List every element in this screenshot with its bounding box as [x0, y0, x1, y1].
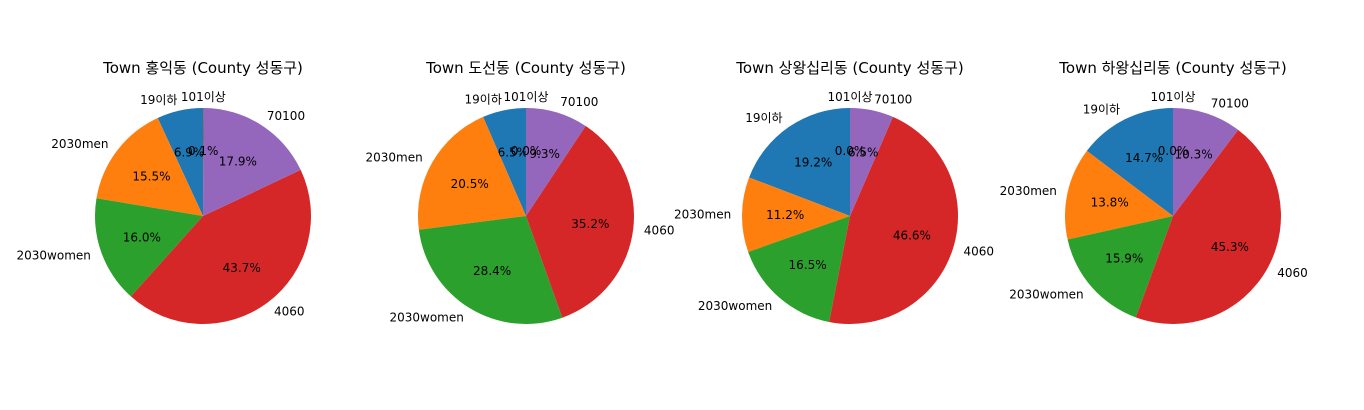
pie-pct-label: 43.7%	[223, 261, 261, 275]
chart-title: Town 상왕십리동 (County 성동구)	[735, 59, 963, 77]
pie-pct-label: 9.3%	[529, 147, 560, 161]
pie-pct-label: 35.2%	[571, 217, 609, 231]
pie-category-label: 2030women	[389, 310, 463, 324]
pie-category-label: 19이하	[465, 93, 502, 107]
pie-pct-label: 11.2%	[766, 208, 804, 222]
pie-pct-label: 13.8%	[1091, 195, 1129, 209]
pie-chart-2: Town 도선동 (County 성동구) 6.5% 19이하 20.5% 2030me…	[366, 59, 675, 324]
pie-slice-4060	[829, 116, 959, 325]
pie-slice-2030men	[742, 177, 850, 252]
chart-title: Town 하왕십리동 (County 성동구)	[1058, 59, 1286, 77]
pie-category-label: 4060	[1277, 266, 1308, 280]
pie-pct-label: 19.2%	[794, 156, 832, 170]
pie-slice-19이하	[157, 108, 203, 216]
pie-slice-19이하	[1086, 108, 1173, 216]
pie-category-label: 2030men	[674, 208, 731, 222]
pie-pct-label: 14.7%	[1125, 151, 1163, 165]
pie-pct-label: 6.5%	[848, 146, 879, 160]
pie-pct-label: 10.3%	[1175, 148, 1213, 162]
pie-category-label: 70100	[874, 93, 912, 107]
pie-category-label: 4060	[274, 304, 305, 318]
pie-pct-label: 46.6%	[893, 228, 931, 242]
pie-slice-19이하	[749, 108, 850, 216]
pie-pct-label: 0.0%	[511, 144, 542, 158]
pie-category-label: 70100	[267, 109, 305, 123]
pie-slice-2030men	[417, 116, 526, 230]
pie-pct-label: 20.5%	[451, 177, 489, 191]
pie-pct-label: 28.4%	[473, 264, 511, 278]
pie-category-label: 101이상	[181, 90, 226, 104]
pie-category-label: 2030men	[51, 137, 108, 151]
pie-slice-70100	[1173, 108, 1239, 216]
pie-slice-4060	[1135, 129, 1281, 324]
pie-category-label: 19이하	[1083, 103, 1120, 117]
pie-slice-70100	[850, 108, 893, 216]
pie-chart-4: Town 하왕십리동 (County 성동구) 14.7% 19이하 13.8% 203…	[1000, 59, 1308, 324]
pie-pct-label: 16.0%	[123, 230, 161, 244]
pie-pct-label: 16.5%	[789, 258, 827, 272]
pie-category-label: 4060	[963, 244, 994, 258]
pie-slice-70100	[526, 108, 586, 216]
pie-slice-2030men	[96, 117, 203, 216]
pie-slice-2030women	[1067, 216, 1173, 318]
pie-category-label: 4060	[644, 223, 675, 237]
pie-category-label: 101이상	[504, 90, 549, 104]
pie-chart-3: Town 상왕십리동 (County 성동구) 19.2% 19이하 11.2% 203…	[674, 59, 994, 325]
pie-pct-label: 6.9%	[174, 146, 205, 160]
pie-category-label: 70100	[1211, 96, 1249, 110]
pie-category-label: 2030men	[1000, 184, 1057, 198]
pie-category-label: 2030women	[17, 248, 91, 262]
pie-pct-label: 0.0%	[1158, 144, 1189, 158]
pie-pct-label: 15.9%	[1105, 252, 1143, 266]
pie-category-label: 101이상	[1151, 90, 1196, 104]
pie-slice-70100	[203, 108, 301, 216]
pie-pct-label: 6.5%	[498, 146, 529, 160]
pie-slice-4060	[526, 125, 635, 318]
pie-category-label: 2030men	[366, 150, 423, 164]
pie-slice-2030women	[94, 198, 203, 297]
pie-pct-label: 45.3%	[1211, 240, 1249, 254]
pie-category-label: 70100	[560, 95, 598, 109]
pie-category-label: 101이상	[828, 90, 873, 104]
chart-title: Town 도선동 (County 성동구)	[425, 59, 626, 77]
pie-slice-2030women	[748, 216, 850, 322]
pie-category-label: 2030women	[1009, 287, 1083, 301]
pie-slice-19이하	[483, 108, 526, 216]
pie-pct-label: 17.9%	[219, 154, 257, 168]
pie-slice-2030women	[418, 216, 563, 325]
pie-category-label: 19이하	[745, 111, 782, 125]
pie-pct-label: 15.5%	[132, 170, 170, 184]
pie-category-label: 2030women	[698, 299, 772, 313]
pie-category-label: 19이하	[140, 93, 177, 107]
pie-slice-101이상	[203, 107, 204, 216]
pie-pct-label: 0.1%	[188, 144, 219, 158]
chart-title: Town 홍익동 (County 성동구)	[102, 59, 303, 77]
pie-pct-label: 0.0%	[835, 144, 866, 158]
pie-slice-4060	[130, 169, 311, 324]
pie-chart-1: Town 홍익동 (County 성동구) 6.9% 19이하 15.5% 2030me…	[17, 59, 311, 324]
pie-slice-2030men	[1064, 150, 1173, 240]
